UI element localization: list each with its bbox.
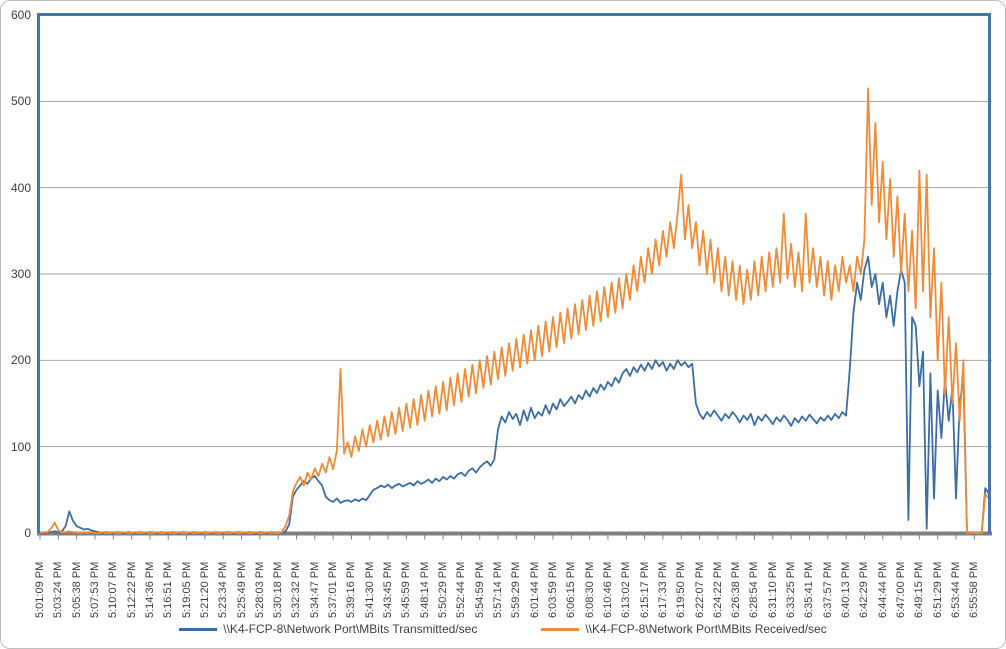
x-axis-label: 5:50:29 PM	[437, 561, 450, 618]
x-axis-label: 5:07:53 PM	[88, 561, 101, 618]
x-axis-label: 6:42:29 PM	[858, 561, 871, 618]
x-axis-label: 6:06:15 PM	[565, 561, 578, 618]
x-axis-label: 5:30:18 PM	[272, 561, 285, 618]
x-axis-label: 6:01:44 PM	[528, 561, 541, 618]
y-axis-label: 100	[10, 439, 31, 454]
x-axis-label: 6:49:15 PM	[913, 561, 926, 618]
x-axis-label: 5:23:34 PM	[217, 561, 230, 618]
x-axis-label: 5:43:45 PM	[382, 561, 395, 618]
x-axis-label: 5:14:36 PM	[143, 561, 156, 618]
x-axis-label: 6:15:17 PM	[638, 561, 651, 618]
x-axis-label: 5:37:01 PM	[327, 561, 340, 618]
x-axis-label: 6:53:44 PM	[950, 561, 963, 618]
series-mbits-transmitted-line	[39, 255, 990, 534]
legend-label-received: \\K4-FCP-8\Network Port\MBits Received/s…	[585, 622, 827, 636]
legend-line-swatch-transmitted	[179, 627, 218, 631]
x-axis-label: 6:51:29 PM	[931, 561, 944, 618]
x-axis-label: 5:34:47 PM	[308, 561, 321, 618]
legend-item-transmitted: \\K4-FCP-8\Network Port\MBits Transmitte…	[179, 622, 477, 636]
legend: \\K4-FCP-8\Network Port\MBits Transmitte…	[1, 622, 1005, 636]
x-axis-label: 5:39:16 PM	[345, 561, 358, 618]
legend-line-swatch-received	[541, 627, 580, 631]
x-axis-label: 5:28:03 PM	[253, 561, 266, 618]
x-axis-label: 5:05:38 PM	[70, 561, 83, 618]
x-axis-label: 6:22:07 PM	[693, 561, 706, 618]
y-axis-label: 0	[24, 526, 31, 540]
x-axis-label: 5:48:14 PM	[418, 561, 431, 618]
x-axis-label: 6:44:44 PM	[876, 561, 889, 618]
legend-item-received: \\K4-FCP-8\Network Port\MBits Received/s…	[541, 622, 827, 636]
y-axis-label: 300	[10, 267, 31, 281]
legend-label-transmitted: \\K4-FCP-8\Network Port\MBits Transmitte…	[223, 622, 478, 636]
y-axis-label: 600	[10, 8, 31, 22]
x-axis-label: 6:17:33 PM	[656, 561, 669, 618]
x-axis-label: 6:03:59 PM	[546, 561, 559, 618]
x-axis-label: 5:45:59 PM	[400, 561, 413, 618]
x-axis-label: 6:13:02 PM	[620, 561, 633, 618]
x-axis-label: 6:24:22 PM	[711, 561, 724, 618]
x-axis-label: 6:19:50 PM	[675, 561, 688, 618]
x-axis-label: 5:19:05 PM	[180, 561, 193, 618]
x-axis-label: 5:01:09 PM	[34, 561, 46, 618]
x-axis-label: 5:41:30 PM	[363, 561, 376, 618]
x-axis-label: 6:37:57 PM	[821, 561, 834, 618]
x-axis-label: 5:59:29 PM	[510, 561, 523, 618]
series-mbits-received-line	[39, 87, 990, 534]
x-axis-label: 6:10:46 PM	[601, 561, 614, 618]
x-axis-label: 6:35:41 PM	[803, 561, 816, 618]
x-axis-label: 5:12:22 PM	[125, 561, 138, 618]
x-axis-label: 5:25:49 PM	[235, 561, 248, 618]
x-axis-label: 5:32:32 PM	[290, 561, 303, 618]
x-axis-label: 5:52:44 PM	[455, 561, 468, 618]
y-axis-label: 500	[10, 94, 31, 109]
x-axis-label: 6:26:38 PM	[730, 561, 743, 618]
x-axis-label: 6:28:54 PM	[748, 561, 761, 618]
x-axis-label: 6:33:25 PM	[785, 561, 798, 618]
x-axis-label: 6:08:30 PM	[583, 561, 596, 618]
x-axis-label: 5:16:51 PM	[162, 561, 175, 618]
x-axis-label: 5:21:20 PM	[198, 561, 211, 618]
x-axis-label: 5:03:24 PM	[52, 561, 65, 618]
y-axis-label: 400	[10, 180, 31, 195]
x-axis-label: 5:54:59 PM	[473, 561, 486, 618]
y-axis-label: 200	[10, 353, 31, 368]
x-axis-label: 6:47:00 PM	[895, 561, 908, 618]
x-axis-label: 5:10:07 PM	[107, 561, 120, 618]
x-axis-label: 5:57:14 PM	[492, 561, 504, 618]
x-axis-label: 6:40:13 PM	[840, 561, 853, 618]
x-axis-label: 6:55:58 PM	[968, 561, 981, 618]
x-axis-label: 6:31:10 PM	[766, 561, 779, 618]
